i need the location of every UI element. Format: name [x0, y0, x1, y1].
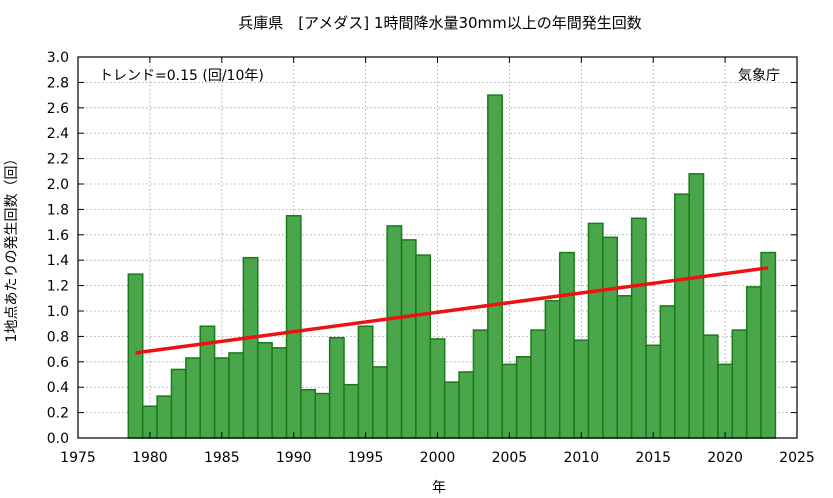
y-tick-label: 3.0: [47, 50, 69, 66]
bar-2001: [443, 381, 460, 439]
source-label: 気象庁: [738, 68, 780, 84]
bar-2006: [515, 355, 532, 439]
bar-2014: [630, 217, 647, 439]
bar-1982: [170, 368, 187, 439]
bar-1988: [257, 342, 273, 439]
y-tick-label: 1.4: [47, 253, 69, 269]
bar-2007: [530, 329, 547, 439]
bar-2003: [472, 329, 489, 439]
bar-2015: [645, 344, 662, 439]
y-tick-label: 0.8: [47, 329, 69, 345]
x-tick-label: 1990: [276, 450, 312, 466]
ticks: 0.0 0.2 0.4 0.6 0.8 1.0 1.2 1.4 1.6 1.8 2.0 2.2 2.4 2…: [47, 50, 815, 466]
y-tick-label: 0.6: [47, 355, 69, 371]
x-tick-label: 2010: [563, 450, 599, 466]
y-tick-label: 0.4: [47, 380, 69, 396]
y-tick-label: 0.2: [47, 406, 69, 422]
trend-label: トレンド=0.15 (回/10年): [99, 68, 264, 84]
bar-2002: [458, 371, 475, 439]
y-tick-label: 1.0: [47, 304, 69, 320]
bar-2009: [558, 251, 575, 439]
bar-2012: [602, 236, 618, 439]
bar-1997: [386, 225, 403, 439]
bar-2019: [702, 334, 719, 439]
y-axis-title: 1地点あたりの発生回数（回）: [4, 152, 20, 343]
bar-2004: [487, 94, 503, 439]
bar-1983: [185, 357, 201, 439]
bar-2005: [501, 363, 518, 439]
x-tick-label: 1980: [132, 450, 168, 466]
x-tick-label: 1985: [204, 450, 240, 466]
y-tick-label: 2.8: [47, 75, 69, 91]
y-tick-label: 1.2: [47, 279, 69, 295]
bar-2021: [731, 329, 748, 439]
bar-2010: [573, 339, 590, 439]
bar-1996: [372, 366, 388, 439]
x-tick-label: 2025: [779, 450, 815, 466]
bar-2022: [745, 286, 762, 439]
y-tick-label: 2.0: [47, 177, 69, 193]
bar-2018: [688, 173, 705, 439]
bar-1991: [300, 388, 317, 439]
bar-1989: [271, 347, 288, 439]
bar-1992: [314, 392, 331, 439]
bar-1995: [357, 325, 374, 439]
bar-2013: [616, 295, 633, 439]
bar-2020: [717, 363, 734, 439]
bar-1987: [242, 256, 259, 439]
x-tick-label: 2020: [707, 450, 743, 466]
x-tick-label: 1975: [60, 450, 96, 466]
x-tick-label: 2005: [492, 450, 528, 466]
bar-2011: [587, 222, 604, 439]
bar-2023: [760, 251, 777, 439]
y-tick-label: 2.6: [47, 101, 69, 117]
bar-2008: [544, 300, 561, 439]
bar-1994: [343, 383, 360, 439]
y-tick-label: 2.4: [47, 126, 69, 142]
trend-line: [135, 266, 769, 355]
bar-1993: [328, 336, 345, 439]
x-tick-label: 1995: [348, 450, 384, 466]
x-axis-title: 年: [432, 480, 446, 496]
bar-1985: [213, 357, 230, 439]
bar-1979: [127, 273, 144, 439]
bar-2017: [674, 193, 690, 439]
bar-1999: [415, 254, 432, 439]
y-tick-label: 1.6: [47, 228, 69, 244]
bar-1990: [285, 215, 302, 439]
x-tick-label: 2000: [420, 450, 456, 466]
bar-1986: [228, 352, 245, 439]
y-tick-label: 1.8: [47, 202, 69, 218]
x-tick-label: 2015: [635, 450, 671, 466]
y-tick-label: 0.0: [47, 431, 69, 447]
trend: [135, 266, 769, 355]
bar-2000: [429, 338, 446, 439]
bar-2016: [659, 305, 676, 439]
bar-1981: [156, 395, 173, 439]
y-tick-label: 2.2: [47, 152, 69, 168]
chart-title: 兵庫県 [アメダス] 1時間降水量30mm以上の年間発生回数: [238, 14, 642, 32]
bar-1998: [400, 239, 417, 439]
bars: [127, 94, 777, 439]
